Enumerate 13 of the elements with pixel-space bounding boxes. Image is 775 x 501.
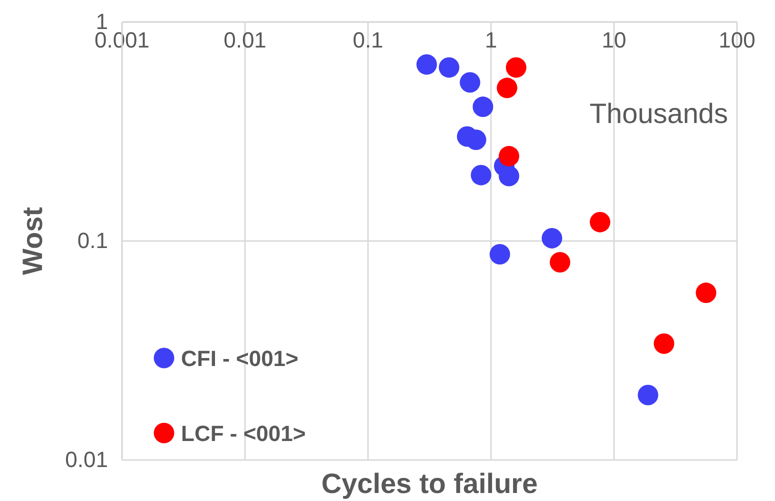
legend-label: CFI - <001> [181, 346, 298, 371]
x-tick-label: 100 [718, 28, 756, 53]
y-tick-label: 0.1 [77, 228, 108, 254]
x-tick-label: 1 [484, 28, 498, 53]
x-tick-label: 0.1 [352, 28, 384, 53]
x-tick-label: 0.001 [94, 28, 150, 53]
annotation: Thousands [589, 98, 728, 129]
x-tick-label: 0.01 [224, 28, 266, 53]
x-axis-title: Cycles to failure [321, 468, 538, 499]
legend-label: LCF - <001> [181, 421, 306, 446]
y-axis-title: Wost [17, 207, 48, 275]
x-tick-label: 10 [602, 28, 626, 53]
y-tick-label: 0.01 [65, 447, 108, 472]
